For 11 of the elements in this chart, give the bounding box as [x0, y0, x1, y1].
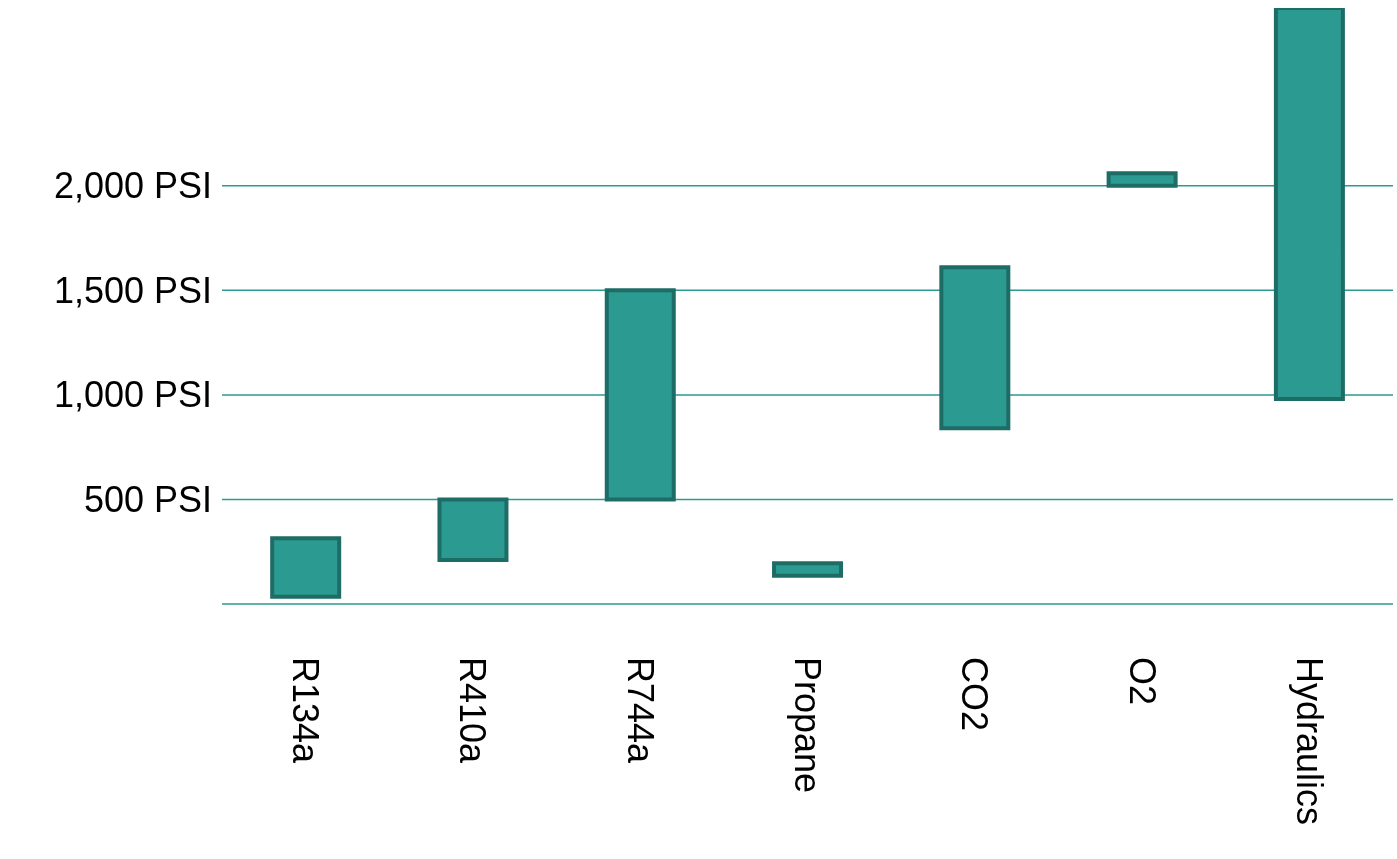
- x-tick-label: Hydraulics: [1288, 657, 1330, 826]
- y-tick-label: 500 PSI: [83, 478, 212, 520]
- x-tick-label: R134a: [285, 657, 327, 765]
- x-tick-label: R410a: [452, 657, 494, 765]
- x-tick-label: R744a: [619, 657, 661, 765]
- x-tick-label: Propane: [787, 657, 828, 794]
- x-tick-label: CO2: [954, 657, 996, 732]
- x-tick-label: O2: [1121, 657, 1163, 706]
- y-tick-label: 1,000 PSI: [53, 374, 212, 416]
- y-tick-label: 1,500 PSI: [53, 269, 212, 311]
- y-tick-label: 2,000 PSI: [53, 165, 212, 207]
